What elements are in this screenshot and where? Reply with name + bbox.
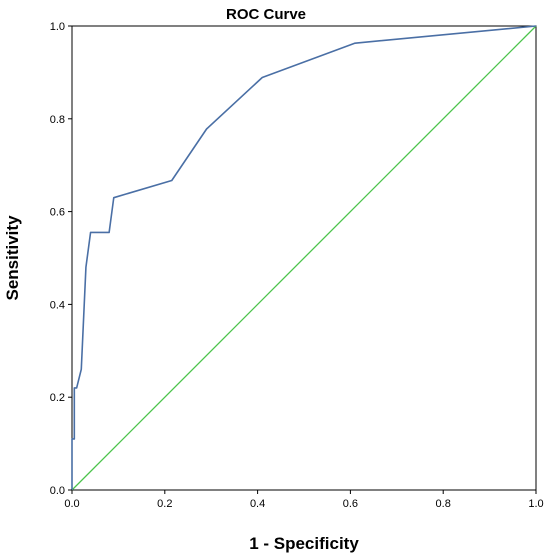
chart-title: ROC Curve	[226, 6, 306, 23]
x-tick-label: 0.6	[343, 498, 358, 510]
roc-curve-line	[71, 25, 537, 490]
y-tick-label: 1.0	[50, 21, 65, 33]
reference-diagonal-line	[71, 25, 537, 491]
ticks-layer: 0.0 0.2 0.4 0.6 0.8 1.0 0.0 0.2 0.4 0.6 0.8 1.0	[50, 21, 544, 510]
y-axis-label: Sensitivity	[3, 215, 22, 301]
x-tick-label: 0.2	[157, 498, 172, 510]
x-tick-label: 0.4	[250, 498, 265, 510]
x-tick-label: 0.8	[436, 498, 451, 510]
y-tick-label: 0.4	[50, 299, 65, 311]
y-tick-label: 0.8	[50, 114, 65, 126]
y-tick-label: 0.6	[50, 207, 65, 219]
x-axis-label: 1 - Specificity	[249, 534, 359, 553]
series-layer	[71, 25, 537, 491]
plot-frame	[71, 25, 537, 491]
x-tick-label: 0.0	[64, 498, 79, 510]
x-tick-label: 1.0	[528, 498, 543, 510]
y-tick-label: 0.2	[50, 392, 65, 404]
y-tick-label: 0.0	[50, 485, 65, 497]
